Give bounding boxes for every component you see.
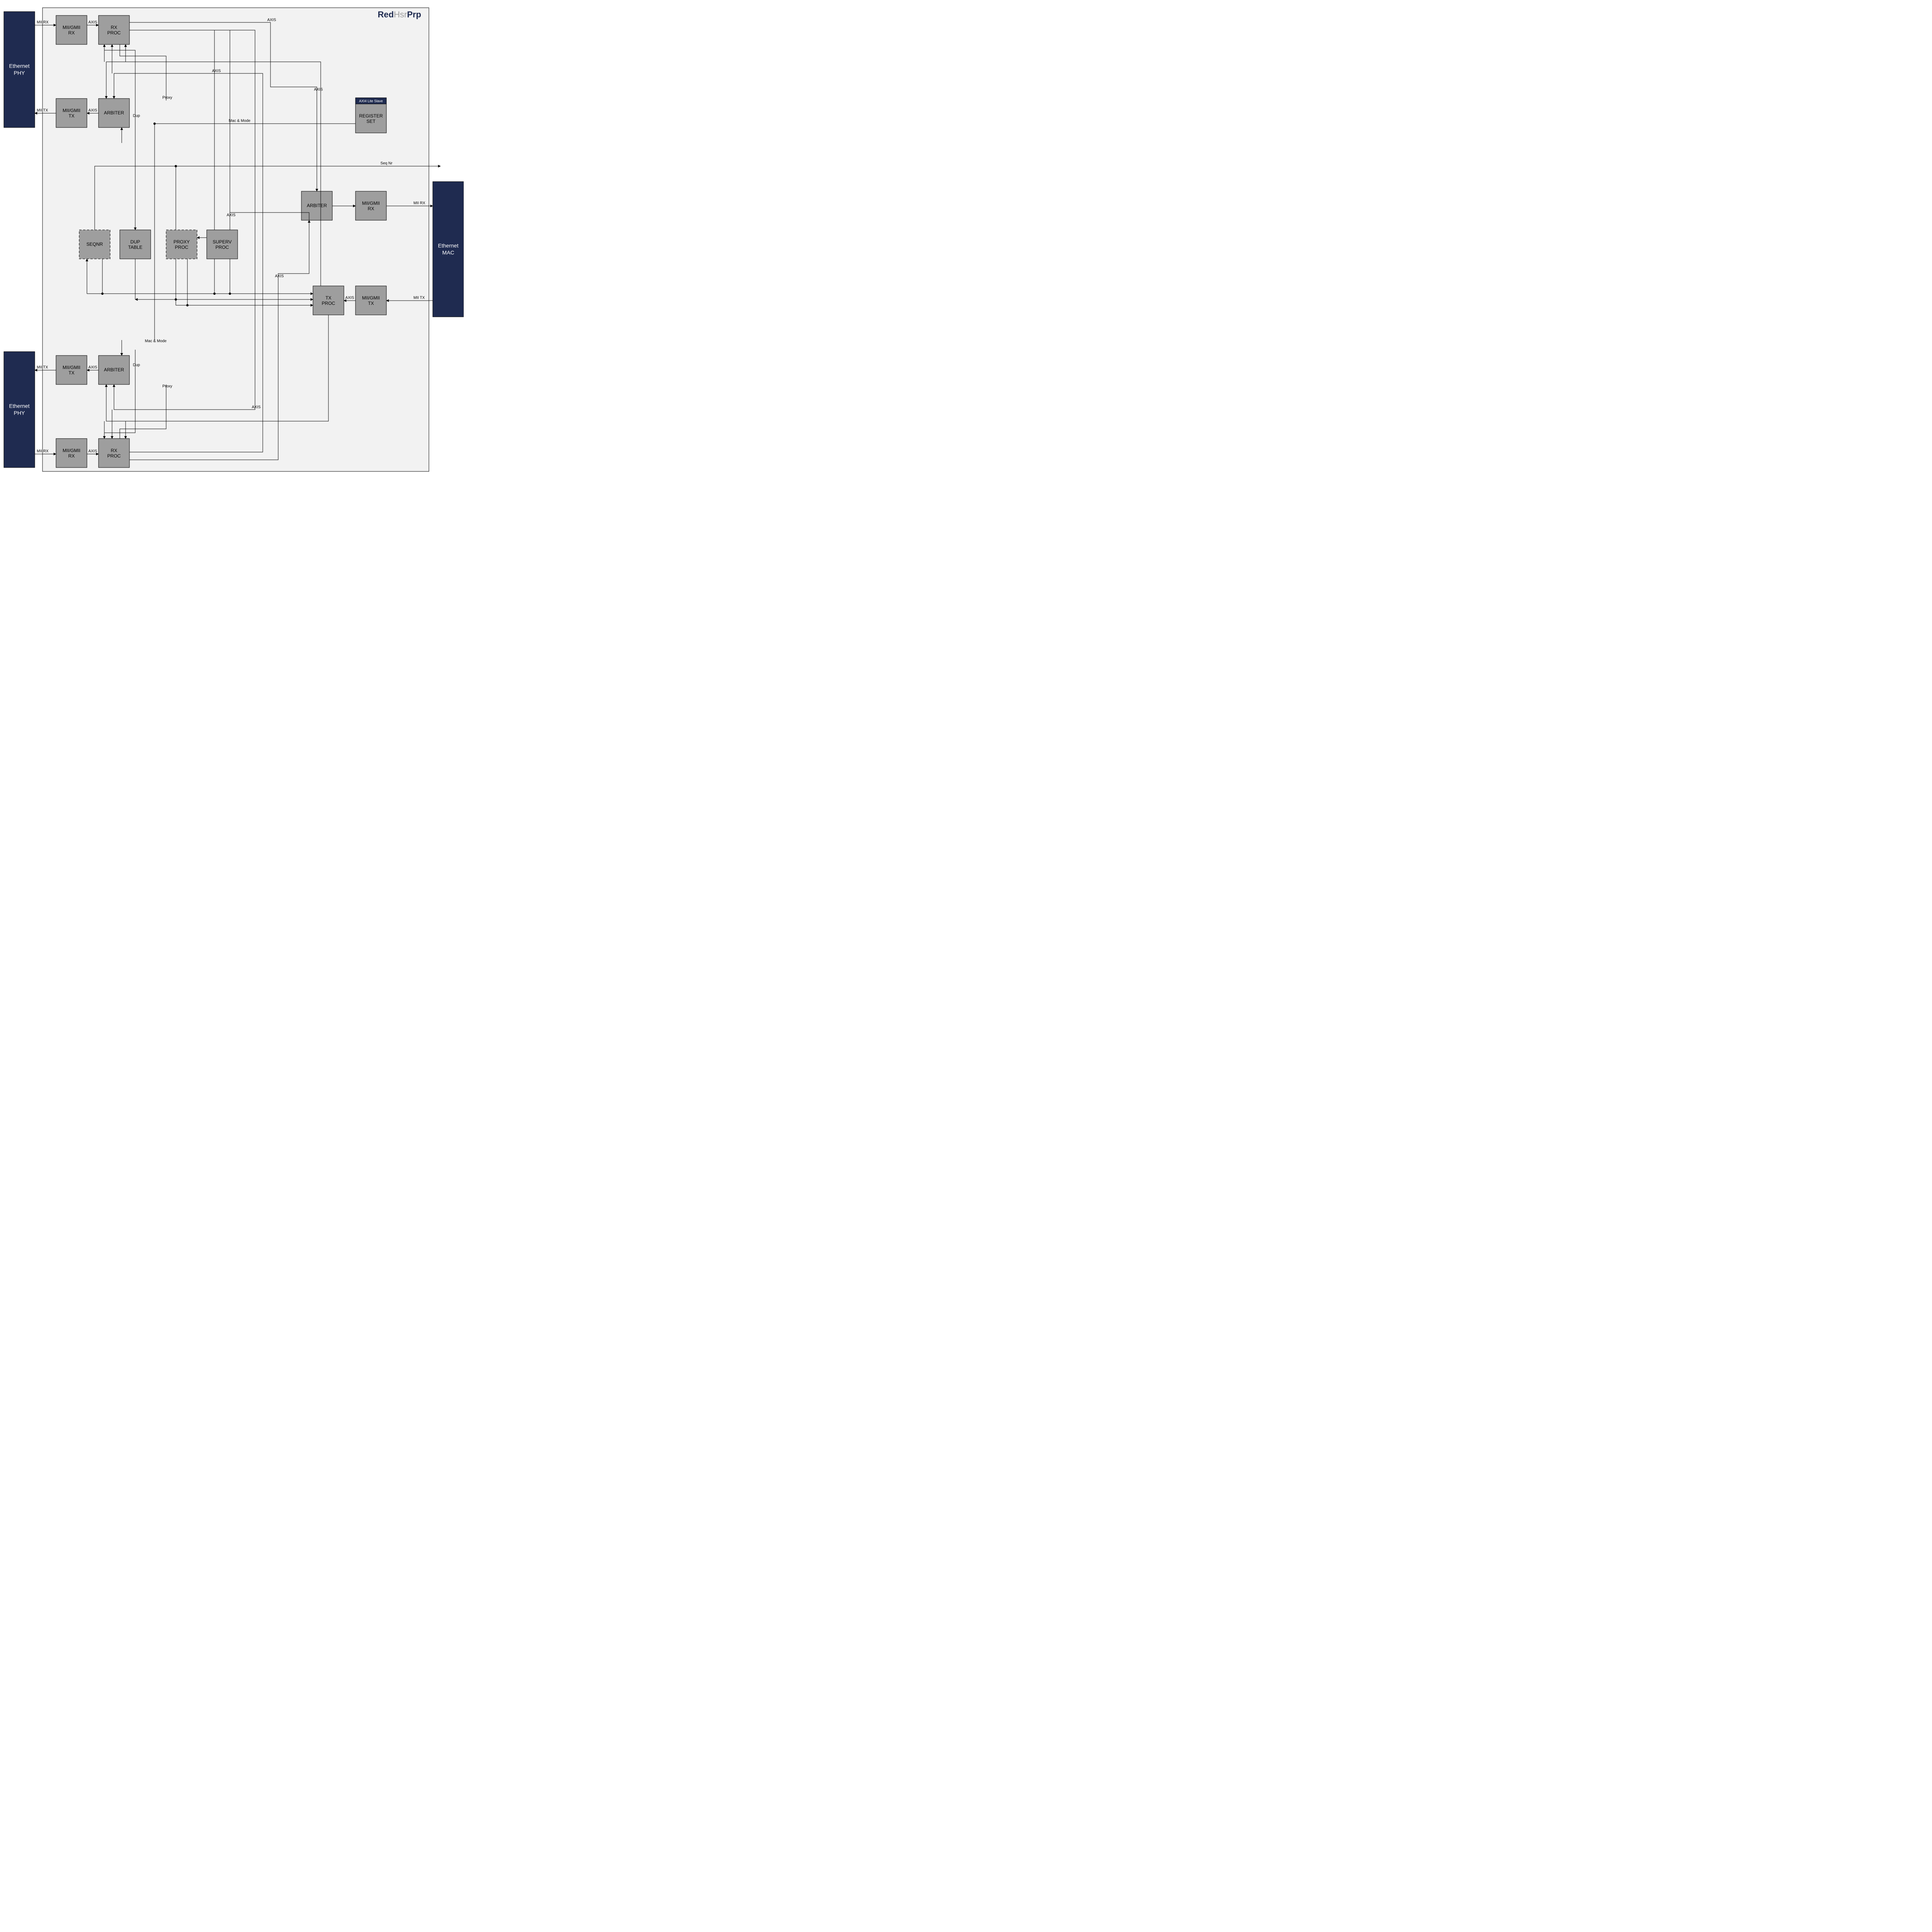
node-seqnr: SEQNR xyxy=(79,230,110,259)
node-proxy-proc: PROXY PROC xyxy=(166,230,197,259)
lbl-macmode-bot: Mac & Mode xyxy=(145,339,167,344)
logo: RedHsrPrp xyxy=(378,10,421,19)
svg-text:RX: RX xyxy=(111,25,117,30)
lbl-axis-rxa-arbb: AXIS xyxy=(252,405,261,410)
svg-text:RX: RX xyxy=(368,206,374,211)
lbl-mii-rx-b: MII RX xyxy=(37,449,49,454)
node-mii-rx-c: MII/GMII RX xyxy=(355,191,386,220)
lbl-axis-rxb-arbc: AXIS xyxy=(275,274,284,279)
svg-text:MII/GMII: MII/GMII xyxy=(362,201,380,206)
svg-text:PROC: PROC xyxy=(175,245,189,250)
node-tx-proc: TX PROC xyxy=(313,286,344,315)
svg-text:AXI4 Lite Slave: AXI4 Lite Slave xyxy=(359,99,383,103)
svg-text:Ethernet: Ethernet xyxy=(9,63,30,69)
lbl-seqnr: Seq Nr xyxy=(380,162,393,166)
svg-text:PROC: PROC xyxy=(107,453,121,459)
svg-text:PHY: PHY xyxy=(14,410,25,416)
lbl-axis-rxa-top: AXIS xyxy=(267,18,276,22)
node-dup-table: DUP TABLE xyxy=(120,230,151,259)
svg-text:PROC: PROC xyxy=(107,30,121,36)
lbl-dup-b: Dup xyxy=(133,363,140,367)
svg-text:Ethernet: Ethernet xyxy=(438,243,459,249)
svg-text:PHY: PHY xyxy=(14,70,25,76)
svg-text:PROC: PROC xyxy=(322,301,335,306)
lbl-axis-4: AXIS xyxy=(88,449,97,454)
svg-text:MII/GMII: MII/GMII xyxy=(362,295,380,301)
svg-text:TX: TX xyxy=(325,295,331,301)
svg-text:TX: TX xyxy=(68,370,74,376)
lbl-axis-2: AXIS xyxy=(88,109,97,113)
svg-text:ARBITER: ARBITER xyxy=(104,367,124,372)
node-arbiter-a: ARBITER xyxy=(99,99,129,128)
node-phy-b: Ethernet PHY xyxy=(4,352,35,468)
lbl-axis-3: AXIS xyxy=(88,366,97,370)
node-mii-tx-c: MII/GMII TX xyxy=(355,286,386,315)
svg-text:MII/GMII: MII/GMII xyxy=(63,448,80,453)
node-mac: Ethernet MAC xyxy=(433,182,464,317)
svg-text:SUPERV: SUPERV xyxy=(213,239,231,245)
node-mii-tx-b: MII/GMII TX xyxy=(56,355,87,384)
lbl-axis-superv: AXIS xyxy=(227,213,236,218)
lbl-axis-rxa-top2: AXIS xyxy=(314,88,323,92)
node-arbiter-b: ARBITER xyxy=(99,355,129,384)
lbl-macmode-top: Mac & Mode xyxy=(229,119,251,123)
logo-hsr: Hsr xyxy=(394,10,407,19)
svg-text:RX: RX xyxy=(111,448,117,453)
svg-text:Ethernet: Ethernet xyxy=(9,403,30,409)
svg-text:ARBITER: ARBITER xyxy=(104,110,124,116)
lbl-mii-rx-a: MII RX xyxy=(37,20,49,25)
lbl-axis-rxb-arba: AXIS xyxy=(212,69,221,73)
svg-text:TX: TX xyxy=(368,301,374,306)
node-mii-rx-b: MII/GMII RX xyxy=(56,439,87,468)
lbl-mii-tx-a: MII TX xyxy=(37,109,48,113)
svg-text:PROXY: PROXY xyxy=(173,239,190,245)
svg-text:MAC: MAC xyxy=(442,250,454,256)
svg-text:DUP: DUP xyxy=(130,239,140,245)
svg-text:PROC: PROC xyxy=(216,245,229,250)
lbl-axis-5: AXIS xyxy=(345,296,354,300)
svg-text:MII/GMII: MII/GMII xyxy=(63,25,80,30)
node-rx-proc-a: RX PROC xyxy=(99,15,129,44)
node-register-set: AXI4 Lite Slave REGISTER SET xyxy=(355,98,386,133)
svg-text:TX: TX xyxy=(68,113,74,119)
lbl-mii-rx-c: MII RX xyxy=(413,201,425,206)
diagram-canvas: RedHsrPrp Ethernet PHY Ethernet PHY Ethe… xyxy=(0,0,464,479)
lbl-proxy-b: Proxy xyxy=(162,384,172,389)
svg-text:MII/GMII: MII/GMII xyxy=(63,365,80,370)
svg-text:RX: RX xyxy=(68,453,75,459)
svg-text:REGISTER: REGISTER xyxy=(359,113,383,119)
svg-text:MII/GMII: MII/GMII xyxy=(63,108,80,113)
node-rx-proc-b: RX PROC xyxy=(99,439,129,468)
lbl-mii-tx-b: MII TX xyxy=(37,366,48,370)
svg-text:ARBITER: ARBITER xyxy=(307,203,327,208)
node-arbiter-c: ARBITER xyxy=(301,191,332,220)
logo-prp: Prp xyxy=(407,10,421,19)
logo-red: Red xyxy=(378,10,394,19)
lbl-axis-1: AXIS xyxy=(88,20,97,25)
node-superv-proc: SUPERV PROC xyxy=(207,230,238,259)
svg-text:SEQNR: SEQNR xyxy=(87,242,103,247)
node-mii-rx-a: MII/GMII RX xyxy=(56,15,87,44)
lbl-mii-tx-c: MII TX xyxy=(413,296,425,300)
svg-text:SET: SET xyxy=(366,119,376,124)
node-phy-a: Ethernet PHY xyxy=(4,12,35,128)
node-mii-tx-a: MII/GMII TX xyxy=(56,99,87,128)
svg-text:RX: RX xyxy=(68,30,75,36)
lbl-proxy-a: Proxy xyxy=(162,96,172,100)
lbl-dup-a: Dup xyxy=(133,114,140,118)
svg-text:TABLE: TABLE xyxy=(128,245,142,250)
